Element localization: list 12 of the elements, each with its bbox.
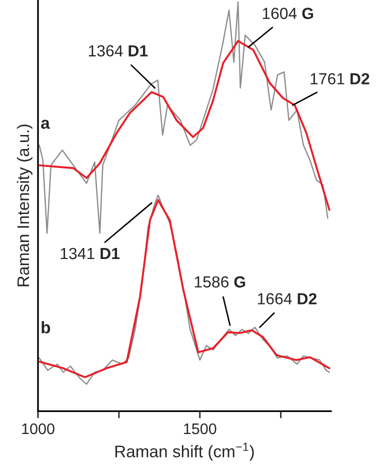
annotation: 1341 D1 — [60, 248, 120, 260]
annotation: 1586 G — [194, 276, 246, 288]
annotation: 1664 D2 — [258, 293, 317, 304]
annotation: 1761 D2 — [310, 73, 370, 84]
x-tick-label: 1000 — [22, 423, 54, 434]
text: a — [41, 120, 50, 129]
annotation: 1364 D1 — [88, 45, 148, 56]
x-tick-label: 1500 — [184, 423, 216, 434]
series-label: b — [42, 321, 50, 334]
annotation: 1604 G — [262, 8, 314, 20]
y-axis-title: Raman Intensity (a.u.) — [16, 124, 32, 286]
x-axis-title: Raman shift (cm$^{−1}$) — [115, 442, 254, 461]
